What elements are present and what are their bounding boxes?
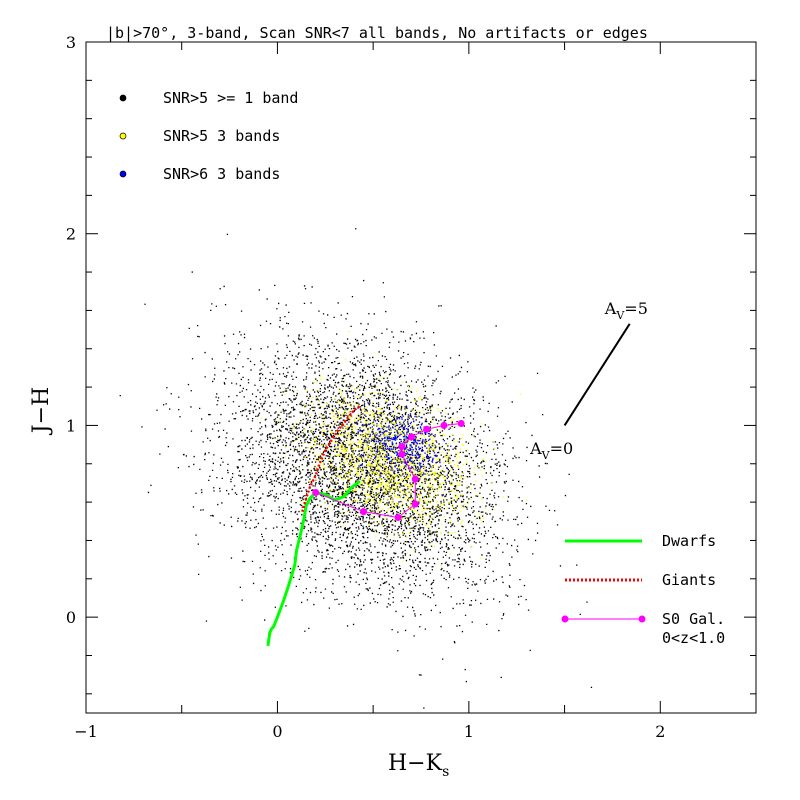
s0-point-4 [411,500,419,508]
legend-bottom: Dwarfs Giants S0 Gal.0<z<1.0 [561,532,725,647]
plot-frame [85,41,757,714]
s0-point-2 [360,508,368,516]
x-tick-label: 2 [655,722,665,741]
av-label-2: AV=0 [529,439,573,462]
annotations: AV=5 AV=0 [529,299,648,462]
legend-label: SNR>5 3 bands [163,127,280,145]
x-tick-label: 1 [464,722,474,741]
legend-label: S0 Gal. [662,610,725,628]
series-line-2 [301,405,361,513]
s0-point-10 [440,421,448,429]
legend-label: Giants [662,571,716,589]
s0-point-6 [398,450,406,458]
scatter-points-2 [260,330,528,567]
legend-marker [119,94,127,102]
s0-point-5 [411,475,419,483]
legend-label: Dwarfs [662,532,716,550]
y-tick-label: 1 [66,416,76,435]
legend-marker [119,170,127,178]
legend-top: SNR>5 >= 1 band SNR>5 3 bands SNR>6 3 band… [119,89,298,183]
legend-label-2: 0<z<1.0 [662,629,725,647]
legend-marker [119,132,127,140]
s0-point-11 [457,420,465,428]
y-tick-label: 0 [66,608,76,627]
chart-title: |b|>70°, 3-band, Scan SNR<7 all bands, N… [106,24,648,42]
x-tick-label: −1 [74,722,98,741]
scatter-series-1 [119,228,593,709]
s0-point-9 [423,425,431,433]
s0-point-1 [312,489,320,497]
x-axis-title-sub: s [442,764,449,780]
x-tick-label: 0 [272,722,282,741]
legend-label: SNR>6 3 bands [163,165,280,183]
series-lines [266,323,631,647]
series-line-4 [563,323,631,426]
x-axis-title: H−Ks [388,751,449,780]
y-tick-label: 3 [66,33,76,52]
s0-point-7 [398,443,406,451]
scatter-points-1 [119,228,593,709]
scatter-clouds [119,228,593,709]
y-tick-label: 2 [66,225,76,244]
y-axis-title: J−H [29,387,54,435]
s0-point-3 [394,513,402,521]
legend-marker [638,615,646,623]
legend-label: SNR>5 >= 1 band [163,89,298,107]
scatter-series-2 [260,330,528,567]
av-label-1: AV=5 [604,299,648,322]
s0-point-8 [407,433,415,441]
axes: −1 0 1 2 0 1 2 3 [66,33,757,741]
legend-marker [561,615,569,623]
x-axis-title-main: H−K [388,751,443,776]
